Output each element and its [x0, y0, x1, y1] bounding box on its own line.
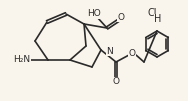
Text: Cl: Cl [148, 8, 158, 18]
Text: HO: HO [87, 9, 101, 18]
Text: H: H [154, 14, 162, 24]
Text: O: O [129, 48, 136, 57]
Text: N: N [106, 46, 113, 56]
Text: H₂N: H₂N [13, 56, 31, 65]
Text: O: O [112, 77, 120, 86]
Text: O: O [118, 13, 124, 22]
